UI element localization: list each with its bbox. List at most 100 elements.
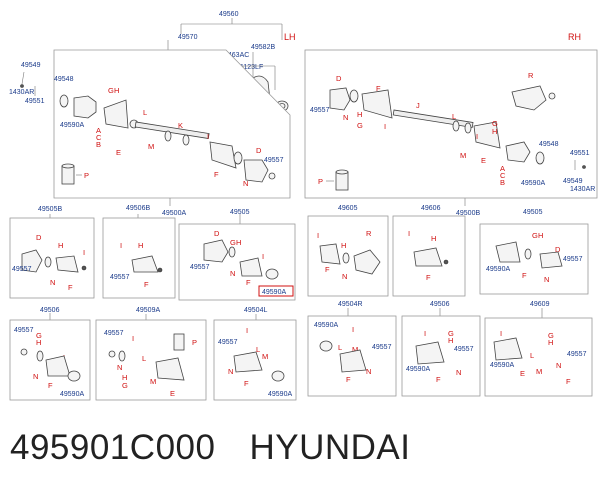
letter-h: H xyxy=(548,338,553,347)
kit-title: 49506 xyxy=(40,307,60,314)
letter-e: E xyxy=(116,148,121,157)
letter-d: D xyxy=(555,245,561,254)
letter-a: A xyxy=(96,126,101,135)
letter-f: F xyxy=(246,278,251,287)
letter-f: F xyxy=(214,170,219,179)
r-label-1430ar: 1430AR xyxy=(570,186,595,193)
pn-49557: 49557 xyxy=(110,274,130,281)
letter-h: H xyxy=(36,338,41,347)
letter-m: M xyxy=(262,352,268,361)
letter-h: H xyxy=(138,241,143,250)
letter-c: C xyxy=(96,133,102,142)
letter-h: H xyxy=(236,238,241,247)
letter-m: M xyxy=(148,142,154,151)
letter-m: M xyxy=(150,377,156,386)
letter-i: I xyxy=(132,334,134,343)
letter-g: G xyxy=(108,86,114,95)
label-49551: 49551 xyxy=(25,98,45,105)
r-letter-r: R xyxy=(528,71,534,80)
parts-diagram: 49560 49570 1463AC 49582B 1123LF LH RH 4… xyxy=(9,11,598,401)
letter-g: G xyxy=(448,329,454,338)
letter-n: N xyxy=(366,367,371,376)
right-main-assembly: D 49557 N H G F I J R L M I G H E A C B … xyxy=(304,49,598,199)
kit-title: 49505 xyxy=(523,209,543,216)
letter-m: M xyxy=(536,367,542,376)
letter-n: N xyxy=(556,361,561,370)
label-1123lf: 1123LF xyxy=(240,64,263,71)
kit-49509a: 49509A 49557 N H G I L M E P xyxy=(95,307,207,401)
letter-g: G xyxy=(122,381,128,390)
letter-i: I xyxy=(352,325,354,334)
letter-i: I xyxy=(408,229,410,238)
letter-f: F xyxy=(522,271,527,280)
kit-49506-left: 49506 49557 G H I N F 49590A xyxy=(9,307,91,401)
letter-h: H xyxy=(341,241,346,250)
letter-f: F xyxy=(346,375,351,384)
pn-49590a: 49590A xyxy=(406,366,430,373)
letter-g: G xyxy=(532,231,538,240)
kit-49504l: 49504L 49557 I L M N F 49590A xyxy=(213,307,297,401)
letter-i: I xyxy=(262,252,264,261)
kit-title: 49505B xyxy=(38,206,62,213)
letter-l: L xyxy=(338,343,342,352)
kit-title: 49509A xyxy=(136,307,160,314)
caption: 495901C000 HYUNDAI xyxy=(10,428,411,468)
letter-l: L xyxy=(142,354,146,363)
letter-n: N xyxy=(50,278,55,287)
letter-b: B xyxy=(96,140,101,149)
r-label-49548: 49548 xyxy=(539,141,559,148)
r-letter-g: G xyxy=(357,121,363,130)
letter-f: F xyxy=(144,280,149,289)
label-1430ar: 1430AR xyxy=(9,89,34,96)
r-letter-c: C xyxy=(500,171,506,180)
r-letter-j: J xyxy=(416,101,420,110)
letter-d: D xyxy=(214,229,220,238)
letter-h: H xyxy=(431,234,436,243)
pn-49590a: 49590A xyxy=(60,391,84,398)
r-label-49549: 49549 xyxy=(563,178,583,185)
pn-highlight: 49590A xyxy=(262,289,286,296)
label-49549: 49549 xyxy=(21,62,41,69)
letter-d: D xyxy=(36,233,42,242)
letter-e: E xyxy=(520,369,525,378)
r-letter-h2: H xyxy=(492,127,497,136)
letter-n: N xyxy=(243,179,248,188)
kit-49500a-group: 49500A xyxy=(162,210,186,217)
kit-49500b-group: 49500B xyxy=(456,210,480,217)
kit-title: 49504L xyxy=(244,307,267,314)
letter-p: P xyxy=(84,171,89,180)
letter-n: N xyxy=(230,269,235,278)
pn-49557: 49557 xyxy=(104,330,124,337)
letter-g: G xyxy=(36,331,42,340)
pn-49557: 49557 xyxy=(454,346,474,353)
pn-49557: 49557 xyxy=(563,256,583,263)
pn-49590a: 49590A xyxy=(268,391,292,398)
r-label-49557: 49557 xyxy=(310,107,330,114)
letter-h: H xyxy=(58,241,63,250)
letter-f: F xyxy=(48,381,53,390)
label-1463ac: 1463AC xyxy=(224,52,249,59)
r-letter-l: L xyxy=(452,112,456,121)
kit-title: 49606 xyxy=(421,205,441,212)
part-number: 495901C000 xyxy=(10,428,216,467)
letter-m: M xyxy=(352,345,358,354)
letter-h: H xyxy=(538,231,543,240)
pn-49590a: 49590A xyxy=(314,322,338,329)
r-label-49551: 49551 xyxy=(570,150,590,157)
letter-h: H xyxy=(114,86,119,95)
r-label-49590a: 49590A xyxy=(521,180,545,187)
brand-name: HYUNDAI xyxy=(249,428,411,467)
kit-title: 49506B xyxy=(126,205,150,212)
label-49548: 49548 xyxy=(54,76,74,83)
kit-49506b: 49506B I H 49557 F xyxy=(102,205,176,299)
r-letter-b: B xyxy=(500,178,505,187)
letter-n: N xyxy=(456,368,461,377)
letter-n: N xyxy=(342,272,347,281)
letter-n: N xyxy=(117,363,122,372)
label-49570: 49570 xyxy=(178,34,198,41)
pn-49557: 49557 xyxy=(567,351,587,358)
letter-i: I xyxy=(120,241,122,250)
pn-49590a: 49590A xyxy=(486,266,510,273)
letter-e: E xyxy=(170,389,175,398)
label-lh: LH xyxy=(284,32,296,42)
